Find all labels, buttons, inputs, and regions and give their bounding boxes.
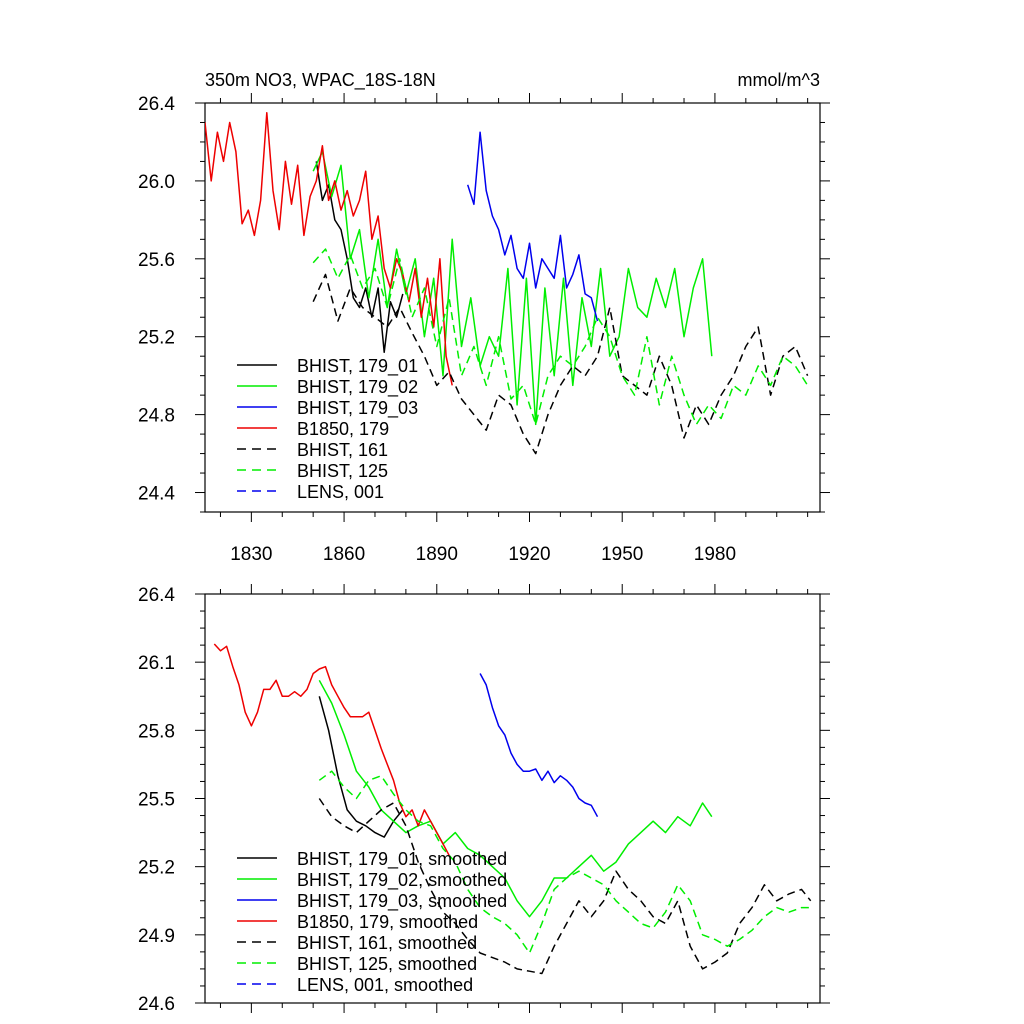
series-line xyxy=(318,679,713,918)
chart-title: 350m NO3, WPAC_18S-18N xyxy=(205,70,436,91)
legend-label: BHIST, 179_02, smoothed xyxy=(297,870,507,891)
legend-label: BHIST, 125 xyxy=(297,461,388,481)
x-tick-label: 1890 xyxy=(416,544,458,565)
series-line xyxy=(312,273,809,455)
legend-label: BHIST, 179_02 xyxy=(297,377,418,398)
legend-label: BHIST, 179_03 xyxy=(297,398,418,419)
y-tick-label: 26.4 xyxy=(138,94,175,115)
panel-bottom: 24.6 24.9 25.2 25.5 25.8 26.1 26.4 BHIST, 179_0… xyxy=(138,584,830,1015)
y-tick-label: 26.0 xyxy=(138,172,175,193)
y-tick-label: 24.8 xyxy=(138,406,175,427)
legend-label: B1850, 179, smoothed xyxy=(297,912,478,932)
legend-label: BHIST, 161 xyxy=(297,440,388,460)
y-tick-label: 25.2 xyxy=(138,328,175,349)
y-tick-label: 25.5 xyxy=(138,790,175,811)
y-tick-label: 24.6 xyxy=(138,994,175,1015)
x-tick-label: 1950 xyxy=(601,544,643,565)
series-line xyxy=(318,696,404,838)
panel-top: 1830 1860 1890 1920 1950 1980 24.4 24.8 25.2 25.6… xyxy=(138,70,830,565)
series-line xyxy=(479,673,599,818)
y-tick-label: 24.9 xyxy=(138,926,175,947)
y-tick-label: 26.1 xyxy=(138,653,175,674)
series-line xyxy=(205,111,453,386)
legend-label: LENS, 001, smoothed xyxy=(297,975,473,995)
legend-label: BHIST, 179_01, smoothed xyxy=(297,849,507,870)
legend-label: BHIST, 179_03, smoothed xyxy=(297,891,507,912)
y-tick-label: 25.2 xyxy=(138,858,175,879)
series-line xyxy=(312,248,809,426)
series-line xyxy=(466,131,599,322)
legend-label: LENS, 001 xyxy=(297,482,384,502)
series-line xyxy=(213,643,450,856)
series-line xyxy=(312,150,713,426)
legend-label: BHIST, 179_01 xyxy=(297,356,418,377)
legend-label: B1850, 179 xyxy=(297,419,389,439)
x-tick-label: 1830 xyxy=(230,544,272,565)
y-tick-label: 25.8 xyxy=(138,721,175,742)
y-tick-label: 24.4 xyxy=(138,484,175,505)
series-line xyxy=(315,161,404,354)
plot-frame xyxy=(204,102,821,513)
y-tick-label: 26.4 xyxy=(138,585,175,606)
x-tick-label: 1980 xyxy=(694,544,736,565)
legend-label: BHIST, 161, smoothed xyxy=(297,933,477,953)
y-tick-label: 25.6 xyxy=(138,250,175,271)
x-tick-label: 1860 xyxy=(323,544,365,565)
series-line xyxy=(318,770,811,954)
units-label: mmol/m^3 xyxy=(738,70,820,90)
x-tick-label: 1920 xyxy=(508,544,550,565)
legend-label: BHIST, 125, smoothed xyxy=(297,954,477,974)
